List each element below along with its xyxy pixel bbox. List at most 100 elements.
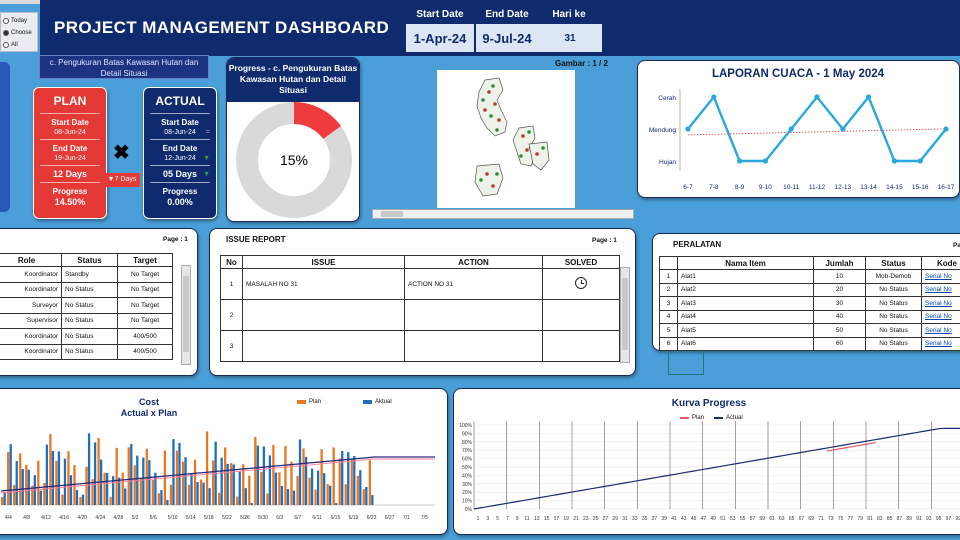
issue-scrollbar[interactable] (620, 267, 630, 363)
target-cell: No Target (117, 281, 173, 298)
weather-trend-line (687, 128, 947, 136)
kode-link[interactable]: Serial No (921, 269, 960, 284)
filter-option-all[interactable]: All (3, 39, 35, 51)
start-date-value: 1-Apr-24 (406, 24, 474, 52)
item-name-cell: Alat1 (677, 269, 814, 284)
item-name-cell: Alat2 (677, 282, 814, 297)
filter-option-today[interactable]: Today (3, 15, 35, 27)
cost-actual-bar (310, 468, 314, 505)
radio-selected-icon[interactable] (3, 30, 9, 36)
issue-cell (242, 330, 405, 362)
weather-point (866, 94, 872, 100)
kurva-x-label: 47 (701, 516, 707, 522)
kurva-x-label: 85 (887, 516, 893, 522)
weather-point (917, 158, 923, 164)
kode-link[interactable]: Serial No (921, 336, 960, 351)
jumlah-cell: 40 (813, 309, 866, 324)
kurva-x-label: 23 (583, 516, 589, 522)
cost-x-label: 4/24 (95, 515, 105, 521)
cost-actual-bar (118, 477, 121, 505)
table-row: Supervisor No Status No Target (0, 312, 173, 329)
weather-level-label: Mendung (649, 127, 676, 134)
filter-option-choose[interactable]: Choose (3, 27, 35, 39)
cost-actual-bar (292, 490, 296, 505)
progress-donut-chart: 15% (236, 102, 352, 218)
jumlah-cell: 60 (813, 336, 866, 351)
cost-title: Cost (139, 397, 159, 407)
kurva-x-label: 95 (936, 516, 942, 522)
kurva-x-label: 5 (496, 516, 499, 522)
cost-actual-bar (226, 463, 229, 505)
date-filter-radio-group[interactable]: Today Choose All (0, 12, 38, 52)
clock-icon[interactable] (575, 277, 587, 289)
cost-plan-bar (127, 447, 130, 505)
equipment-title: PERALATAN (673, 240, 722, 249)
cost-plan-bar (230, 463, 233, 505)
table-row: 5 Alat5 50 No Status Serial No (659, 323, 960, 338)
weather-x-label: 11-12 (809, 184, 826, 191)
kurva-x-label: 41 (671, 516, 677, 522)
role-scrollbar[interactable] (181, 265, 191, 365)
cost-actual-bar (220, 457, 223, 505)
cost-plan-bar (91, 479, 94, 505)
jumlah-cell: 20 (813, 282, 866, 297)
weather-line-chart: LAPORAN CUACA - 1 May 2024 Cerah Mendung H… (649, 68, 955, 191)
map-icon (474, 77, 550, 197)
kurva-x-label: 51 (720, 516, 726, 522)
cost-actual-bar (160, 490, 163, 505)
cost-actual-bar (208, 488, 211, 505)
cost-plan-bar (290, 461, 293, 505)
scrollbar-thumb[interactable] (183, 276, 189, 352)
kode-link[interactable]: Serial No (921, 282, 960, 297)
cell-selection-outline (668, 351, 704, 375)
solved-cell[interactable] (542, 330, 620, 362)
kurva-y-tick: 50% (462, 465, 473, 471)
cost-plan-bar (314, 489, 317, 505)
cost-plan-bar (31, 485, 34, 505)
kurva-x-label: 3 (486, 516, 489, 522)
plan-progress-value: 14.50% (54, 197, 86, 207)
role-table: Role Status Target Koordinator Standby No … (0, 253, 173, 360)
scrollbar-thumb[interactable] (622, 278, 628, 350)
table-row: 6 Alat6 60 No Status Serial No (659, 336, 960, 351)
kurva-y-tick: 90% (462, 431, 473, 437)
cost-x-label: 6/11 (312, 515, 322, 521)
cost-actual-bar (232, 464, 235, 505)
kode-link[interactable]: Serial No (921, 309, 960, 324)
solved-cell[interactable] (542, 268, 620, 300)
cost-plan-bar (13, 485, 16, 505)
kode-link[interactable]: Serial No (921, 296, 960, 311)
cost-plan-bar (55, 460, 58, 505)
kode-link[interactable]: Serial No (921, 323, 960, 338)
solved-cell[interactable] (542, 299, 620, 331)
site-map-image (437, 70, 575, 208)
kurva-plan-line (826, 441, 876, 452)
kurva-x-label: 75 (838, 516, 844, 522)
cost-plan-bar (169, 484, 173, 505)
cost-plan-bar (145, 448, 148, 505)
cost-actual-bar (57, 451, 61, 505)
radio-icon[interactable] (3, 18, 9, 24)
cost-actual-bar (112, 476, 115, 505)
end-date-value: 9-Jul-24 (476, 24, 538, 52)
role-cell: Surveyor (0, 297, 62, 314)
cost-actual-bar (238, 471, 241, 505)
map-horizontal-scrollbar[interactable] (372, 209, 634, 219)
cost-plan-bar (205, 431, 209, 505)
kurva-x-label: 49 (710, 516, 716, 522)
cost-x-label: 5/30 (258, 515, 268, 521)
table-row: 3 Alat3 30 No Status Serial No (659, 296, 960, 311)
scrollbar-thumb[interactable] (381, 211, 403, 217)
cost-plan-bar (133, 465, 136, 505)
plan-duration: 12 Days (52, 169, 88, 179)
equipment-table: Nama Item Jumlah Status Kode 1 Alat1 10 Mob… (659, 256, 960, 351)
item-name-cell: Alat4 (677, 309, 814, 324)
cost-plan-bar (338, 458, 341, 505)
col-target: Target (117, 253, 173, 267)
kurva-legend-plan: Plan (680, 415, 704, 421)
radio-icon[interactable] (3, 42, 9, 48)
table-row: Koordinator Standby No Target (0, 266, 173, 283)
kurva-x-label: 31 (622, 516, 628, 522)
col-issue: ISSUE (242, 255, 405, 269)
cost-subtitle: Actual x Plan (121, 408, 178, 418)
